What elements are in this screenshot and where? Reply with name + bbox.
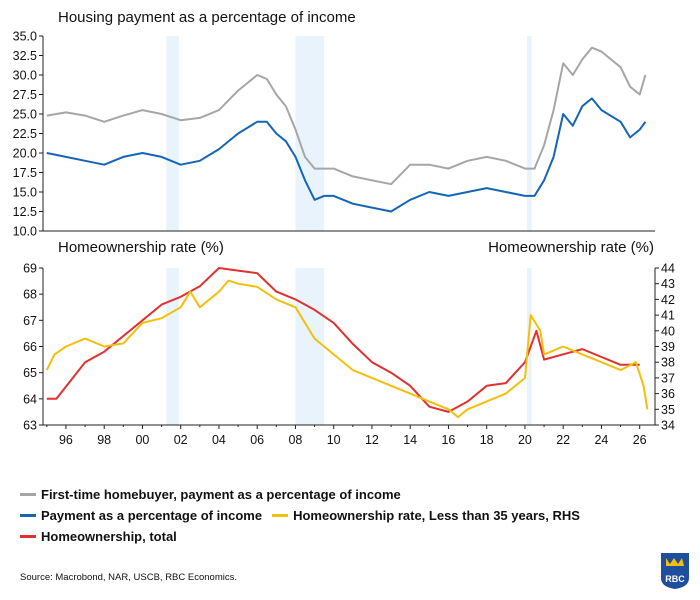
- y-tick-label: 66: [23, 340, 37, 354]
- y-tick-label: 25.0: [13, 108, 37, 122]
- y-tick-label: 10.0: [13, 225, 37, 239]
- y-tick-label: 22.5: [13, 127, 37, 141]
- x-tick-label: 12: [365, 433, 379, 447]
- x-tick-label: 08: [288, 433, 302, 447]
- y-rhs-tick-label: 34: [661, 419, 675, 433]
- y-rhs-tick-label: 43: [661, 277, 675, 291]
- y-rhs-tick-label: 38: [661, 356, 675, 370]
- x-tick-label: 02: [174, 433, 188, 447]
- legend-row: First-time homebuyer, payment as a perce…: [20, 484, 590, 505]
- svg-text:RBC: RBC: [665, 574, 685, 584]
- recession-band: [526, 268, 532, 425]
- x-tick-label: 14: [403, 433, 417, 447]
- legend-swatch: [20, 535, 36, 538]
- legend-item-young: Homeownership rate, Less than 35 years, …: [272, 508, 580, 523]
- recession-band: [166, 268, 179, 425]
- legend-label: First-time homebuyer, payment as a perce…: [41, 487, 401, 502]
- series-line-payment: [46, 97, 647, 213]
- source-note: Source: Macrobond, NAR, USCB, RBC Econom…: [20, 572, 237, 583]
- y-tick-label: 69: [23, 262, 37, 276]
- y-tick-label: 20.0: [13, 147, 37, 161]
- payment-chart-title: Housing payment as a percentage of incom…: [58, 9, 356, 26]
- recession-band: [295, 36, 325, 231]
- series-line-first-time: [46, 46, 647, 186]
- y-rhs-tick-label: 42: [661, 293, 675, 307]
- x-tick-label: 10: [327, 433, 341, 447]
- rbc-logo: RBC: [661, 553, 689, 589]
- recession-band: [295, 268, 325, 425]
- legend-row: Homeownership, total: [20, 526, 590, 547]
- x-tick-label: 22: [556, 433, 570, 447]
- x-tick-label: 06: [250, 433, 264, 447]
- legend-swatch: [272, 514, 289, 517]
- series-line-young: [45, 279, 649, 419]
- x-tick-label: 98: [97, 433, 111, 447]
- legend-label: Homeownership rate, Less than 35 years, …: [293, 508, 580, 523]
- legend-swatch: [20, 493, 36, 496]
- y-tick-label: 64: [23, 392, 37, 406]
- y-rhs-tick-label: 35: [661, 403, 675, 417]
- x-tick-label: 24: [594, 433, 608, 447]
- y-tick-label: 35.0: [13, 30, 37, 44]
- legend-swatch: [20, 514, 36, 517]
- y-rhs-tick-label: 36: [661, 387, 675, 401]
- y-tick-label: 12.5: [13, 205, 37, 219]
- x-tick-label: 00: [135, 433, 149, 447]
- y-tick-label: 68: [23, 288, 37, 302]
- chart-legend: First-time homebuyer, payment as a perce…: [20, 484, 590, 547]
- y-rhs-tick-label: 40: [661, 324, 675, 338]
- y-tick-label: 63: [23, 419, 37, 433]
- y-tick-label: 32.5: [13, 49, 37, 63]
- y-rhs-tick-label: 41: [661, 309, 675, 323]
- y-tick-label: 30.0: [13, 69, 37, 83]
- homeownership-chart-title-rhs: Homeownership rate (%): [488, 239, 654, 256]
- y-tick-label: 15.0: [13, 186, 37, 200]
- legend-item-first-time: First-time homebuyer, payment as a perce…: [20, 487, 401, 502]
- recession-band: [526, 36, 532, 231]
- x-tick-label: 20: [518, 433, 532, 447]
- x-tick-label: 96: [59, 433, 73, 447]
- y-rhs-tick-label: 37: [661, 371, 675, 385]
- y-tick-label: 27.5: [13, 88, 37, 102]
- x-tick-label: 26: [633, 433, 647, 447]
- x-tick-label: 18: [480, 433, 494, 447]
- y-tick-label: 65: [23, 366, 37, 380]
- y-rhs-tick-label: 39: [661, 340, 675, 354]
- y-tick-label: 67: [23, 314, 37, 328]
- recession-band: [166, 36, 179, 231]
- y-rhs-tick-label: 44: [661, 262, 675, 276]
- payment-panel: 10.0 12.5 15.0 17.5 20.0 22.5 25.0 27.5 30.0 32.5…: [13, 30, 655, 239]
- homeownership-chart-title: Homeownership rate (%): [58, 239, 224, 256]
- legend-item-total: Homeownership, total: [20, 529, 177, 544]
- legend-row: Payment as a percentage of income Homeown…: [20, 505, 590, 526]
- legend-item-payment: Payment as a percentage of income: [20, 508, 262, 523]
- x-tick-label: 04: [212, 433, 226, 447]
- legend-label: Payment as a percentage of income: [41, 508, 263, 523]
- y-tick-label: 17.5: [13, 166, 37, 180]
- series-line-total: [46, 267, 640, 413]
- x-tick-label: 16: [441, 433, 455, 447]
- legend-label: Homeownership, total: [41, 529, 177, 544]
